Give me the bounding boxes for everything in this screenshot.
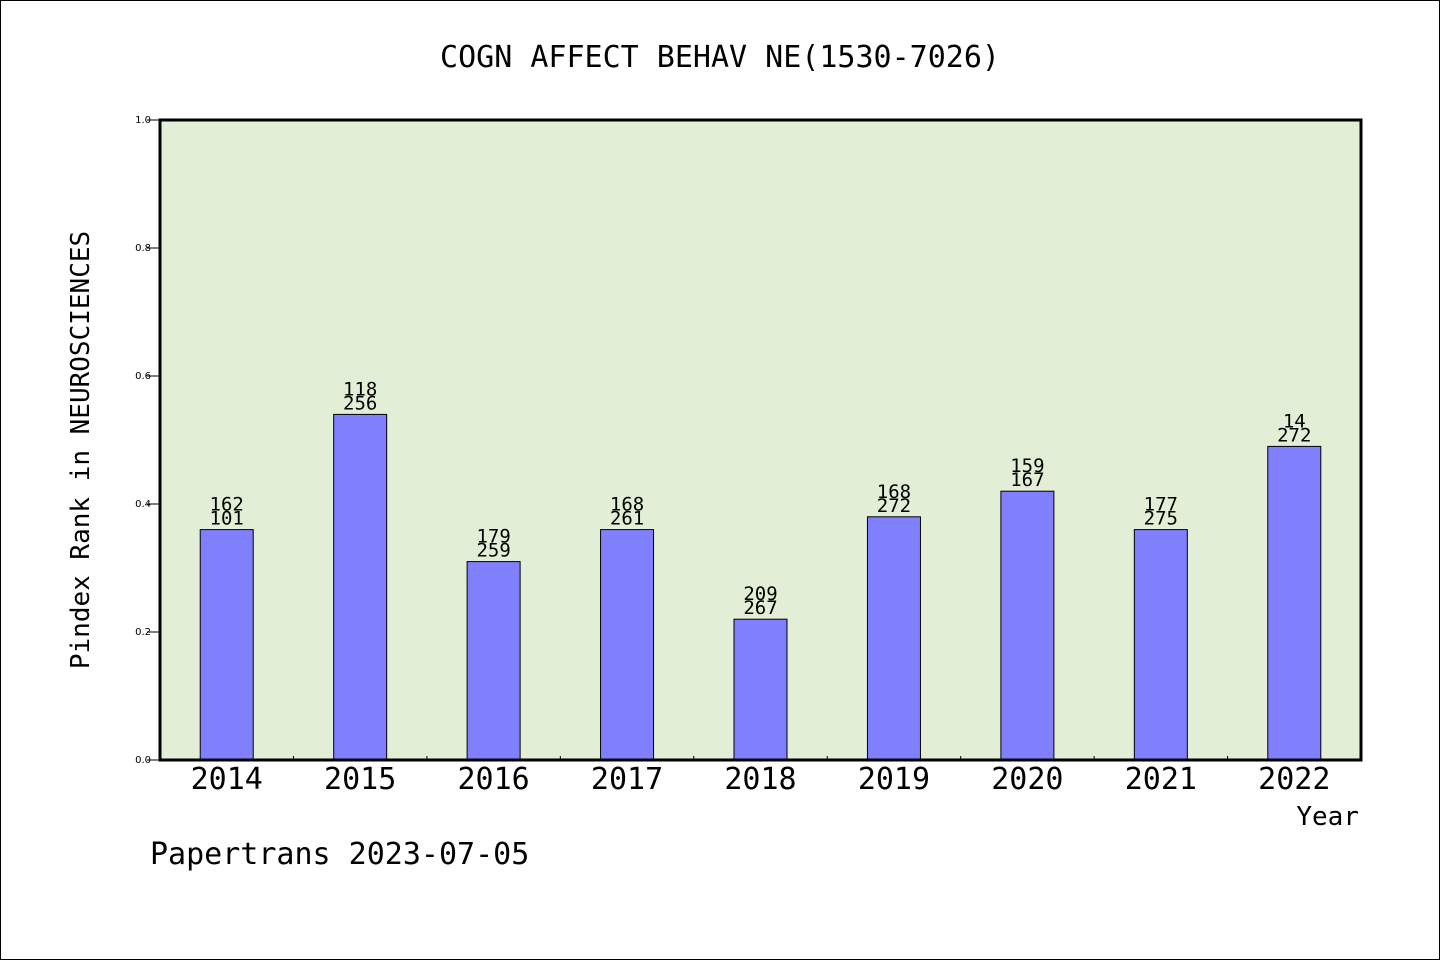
data-label-bottom: 259 xyxy=(476,540,510,562)
x-tick-label: 2016 xyxy=(457,762,529,797)
data-label-top: 168 xyxy=(610,494,644,516)
y-tick-label: 0.6 xyxy=(135,371,151,382)
x-tick-label: 2014 xyxy=(191,762,263,797)
bar-2014 xyxy=(199,529,254,761)
y-axis: 0.0 0.2 0.4 0.6 0.8 1.0 xyxy=(135,115,160,766)
x-tick-label: 2022 xyxy=(1258,762,1330,797)
x-tick-label: 2018 xyxy=(724,762,796,797)
data-label-top: 179 xyxy=(476,526,510,548)
bar-2022 xyxy=(1267,445,1322,761)
bar-2015 xyxy=(333,413,388,761)
bar-2021 xyxy=(1133,529,1188,761)
data-label-top: 168 xyxy=(877,481,911,503)
x-tick-label: 2021 xyxy=(1125,762,1197,797)
footer-text: Papertrans 2023-07-05 xyxy=(150,837,529,872)
data-label-bottom: 167 xyxy=(1010,469,1044,491)
data-label-bottom: 261 xyxy=(610,508,644,530)
x-axis-label: Year xyxy=(1296,802,1359,832)
bar-2019 xyxy=(866,516,921,761)
bar-2016 xyxy=(466,561,521,761)
bars-group xyxy=(199,413,1322,761)
y-tick-label: 0.8 xyxy=(135,243,151,254)
bar-2018 xyxy=(733,618,788,761)
data-label-top: 209 xyxy=(743,583,777,605)
data-label-top: 177 xyxy=(1144,494,1178,516)
data-label-bottom: 272 xyxy=(877,495,911,517)
plot-border xyxy=(158,118,1363,762)
y-tick-label: 0.0 xyxy=(135,755,151,766)
data-label-bottom: 256 xyxy=(343,392,377,414)
data-label-top: 14 xyxy=(1283,410,1306,432)
y-axis-label: Pindex Rank in NEUROSCIENCES xyxy=(66,231,96,669)
x-tick-label: 2019 xyxy=(858,762,930,797)
y-tick-label: 1.0 xyxy=(135,115,151,126)
data-label-bottom: 101 xyxy=(210,508,244,530)
data-label-bottom: 272 xyxy=(1277,424,1311,446)
data-label-bottom: 267 xyxy=(743,597,777,619)
y-tick-label: 0.4 xyxy=(135,499,151,510)
data-label-bottom: 275 xyxy=(1144,508,1178,530)
x-tick-label: 2017 xyxy=(591,762,663,797)
x-axis: 2014 2015 2016 2017 2018 2019 2020 2021 2022 xyxy=(191,756,1330,797)
x-tick-label: 2015 xyxy=(324,762,396,797)
data-label-top: 159 xyxy=(1010,455,1044,477)
bar-2020 xyxy=(1000,490,1055,761)
x-tick-label: 2020 xyxy=(991,762,1063,797)
data-labels: 1621011182561792591682612092671682721591… xyxy=(210,378,1312,619)
y-tick-label: 0.2 xyxy=(135,627,151,638)
data-label-top: 118 xyxy=(343,378,377,400)
data-label-top: 162 xyxy=(210,494,244,516)
bar-2017 xyxy=(600,529,655,761)
chart-title: COGN AFFECT BEHAV NE(1530-7026) xyxy=(440,40,1000,75)
